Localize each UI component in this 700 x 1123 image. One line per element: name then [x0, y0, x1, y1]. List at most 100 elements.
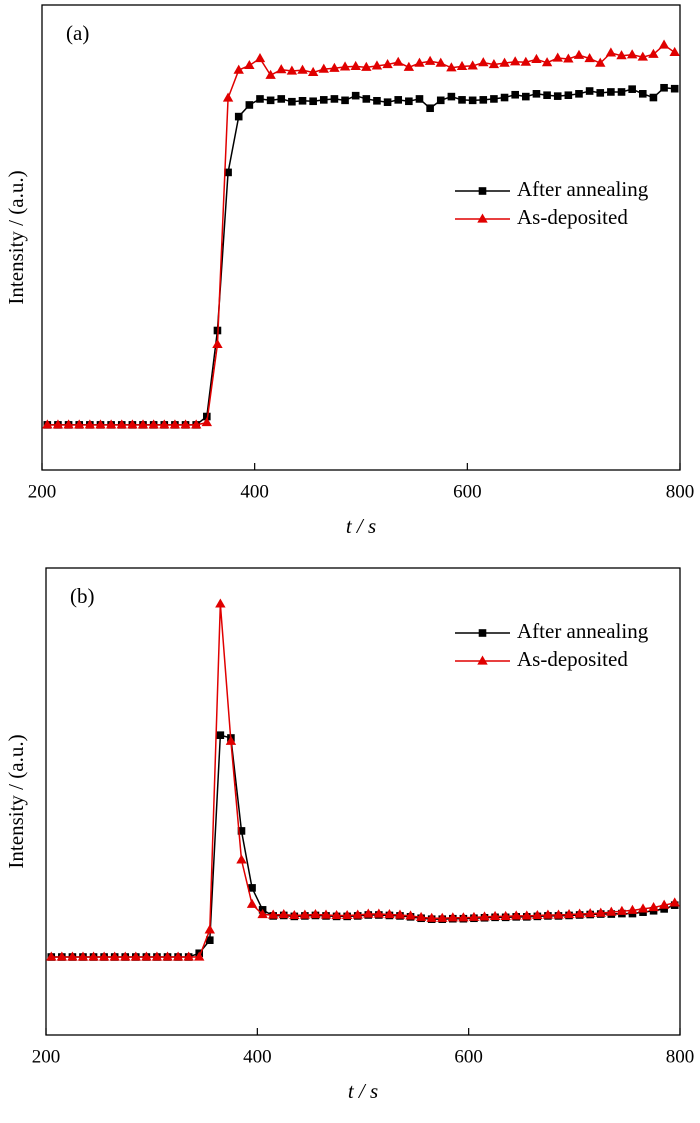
marker-triangle	[183, 951, 194, 961]
marker-triangle	[84, 419, 96, 429]
marker-triangle	[531, 53, 542, 64]
marker-square	[216, 731, 225, 739]
marker-square	[468, 96, 477, 105]
marker-triangle	[541, 57, 553, 67]
marker-triangle	[658, 39, 670, 49]
marker-triangle	[403, 61, 415, 71]
marker-square	[564, 91, 573, 100]
marker-triangle	[67, 951, 78, 961]
marker-square	[341, 96, 349, 105]
marker-triangle	[552, 52, 563, 62]
marker-triangle	[500, 910, 511, 920]
marker-square	[478, 187, 487, 195]
marker-triangle	[658, 899, 670, 909]
marker-square	[660, 83, 668, 92]
marker-triangle	[329, 62, 340, 72]
marker-square	[543, 91, 551, 100]
marker-triangle	[488, 59, 500, 69]
marker-square	[500, 93, 509, 102]
marker-triangle	[137, 419, 149, 429]
marker-triangle	[194, 951, 205, 961]
marker-square	[277, 95, 286, 103]
marker-triangle	[489, 910, 501, 920]
marker-triangle	[553, 909, 564, 919]
marker-triangle	[254, 52, 266, 63]
x-tick-label: 600	[453, 481, 482, 502]
marker-square	[490, 95, 498, 103]
marker-triangle	[637, 51, 648, 61]
marker-square	[205, 936, 214, 944]
marker-triangle	[520, 56, 532, 66]
marker-triangle	[307, 66, 319, 77]
marker-triangle	[605, 47, 617, 57]
marker-triangle	[88, 951, 99, 961]
marker-triangle	[446, 62, 457, 72]
marker-triangle	[648, 48, 659, 58]
marker-triangle	[120, 951, 131, 961]
marker-triangle	[627, 904, 638, 914]
marker-square	[628, 85, 636, 93]
series-line	[47, 86, 675, 426]
marker-triangle	[190, 419, 202, 429]
y-axis-label: Intensity / (a.u.)	[4, 170, 28, 304]
plot: 200 400 600 800 t / s Intensity / (a.u.) (b) Af…	[4, 567, 694, 1103]
marker-square	[617, 88, 626, 96]
marker-square	[575, 90, 583, 98]
marker-triangle	[286, 65, 298, 75]
marker-triangle	[574, 908, 585, 918]
marker-triangle	[573, 49, 585, 59]
marker-square	[585, 87, 594, 95]
marker-triangle	[584, 908, 596, 918]
marker-triangle	[405, 910, 416, 920]
marker-square	[447, 92, 456, 101]
marker-square	[426, 104, 434, 113]
marker-triangle	[276, 64, 287, 74]
marker-triangle	[127, 419, 138, 429]
marker-triangle	[201, 417, 213, 427]
marker-square	[362, 95, 371, 103]
marker-triangle	[458, 912, 469, 922]
marker-square	[405, 97, 413, 106]
legend-label: As-deposited	[517, 205, 628, 229]
marker-triangle	[511, 910, 522, 920]
marker-triangle	[435, 57, 446, 67]
marker-triangle	[361, 61, 372, 71]
marker-square	[607, 88, 615, 96]
marker-square	[458, 96, 466, 104]
marker-triangle	[148, 419, 159, 429]
marker-square	[660, 905, 668, 913]
marker-triangle	[339, 61, 351, 71]
marker-square	[245, 101, 254, 109]
x-tick-label: 200	[28, 481, 57, 502]
marker-triangle	[297, 64, 308, 74]
x-tick-label: 400	[240, 481, 269, 502]
marker-triangle	[479, 911, 490, 921]
marker-triangle	[532, 909, 543, 920]
marker-triangle	[233, 64, 244, 74]
marker-square	[596, 89, 605, 97]
marker-triangle	[215, 598, 226, 608]
marker-triangle	[222, 92, 234, 102]
marker-triangle	[371, 60, 383, 70]
plot-frame	[45, 567, 681, 1036]
marker-triangle	[447, 912, 459, 922]
x-tick-label: 800	[666, 481, 695, 502]
marker-triangle	[563, 53, 574, 63]
legend-label: As-deposited	[517, 647, 628, 671]
marker-square	[288, 97, 296, 106]
marker-square	[478, 629, 487, 637]
marker-triangle	[331, 909, 342, 920]
marker-triangle	[265, 69, 276, 79]
marker-triangle	[299, 909, 311, 919]
marker-triangle	[595, 907, 606, 917]
marker-square	[224, 168, 232, 177]
marker-triangle	[477, 213, 488, 223]
marker-triangle	[246, 898, 258, 908]
marker-triangle	[236, 854, 247, 864]
marker-square	[256, 95, 264, 103]
marker-triangle	[414, 57, 425, 67]
marker-square	[394, 96, 403, 104]
marker-triangle	[384, 909, 395, 919]
y-axis-label: Intensity / (a.u.)	[4, 734, 28, 868]
marker-triangle	[63, 419, 74, 429]
